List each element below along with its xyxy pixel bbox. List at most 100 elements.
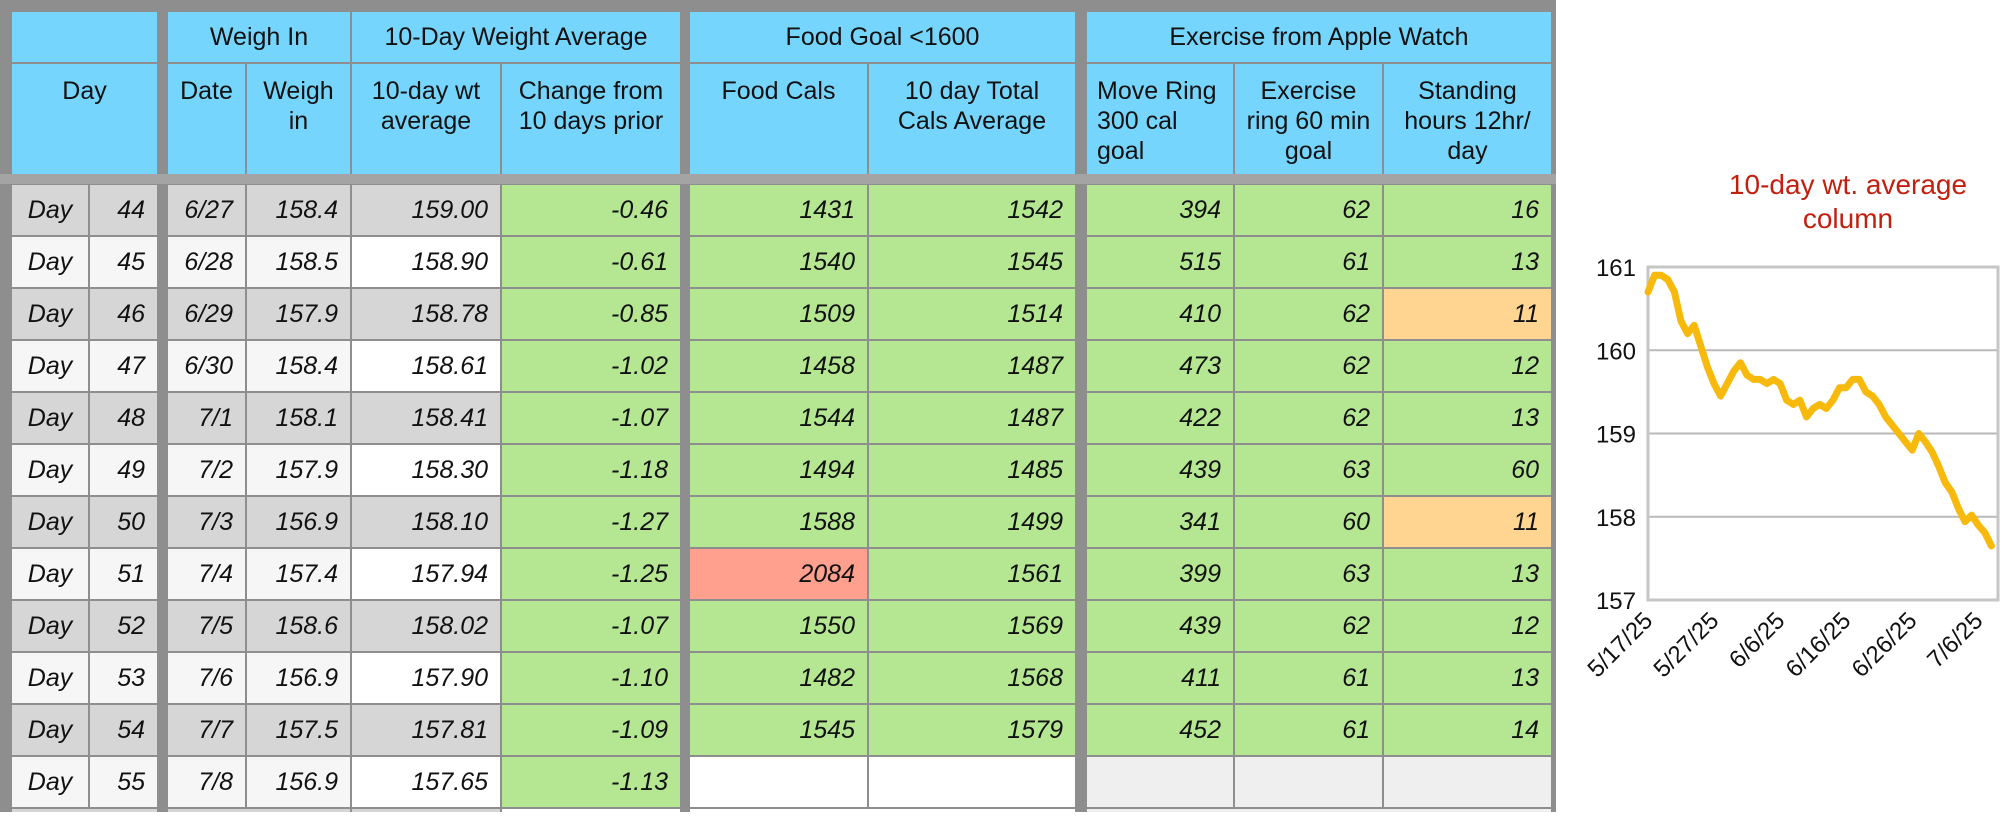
day-number-cell[interactable]: 51 <box>90 549 157 599</box>
weigh-in-cell[interactable]: 158.6 <box>247 601 350 651</box>
exercise-group-header[interactable]: Exercise from Apple Watch <box>1087 12 1551 62</box>
day-label-cell[interactable]: Day <box>12 237 88 287</box>
exercise-ring-cell[interactable]: 63 <box>1235 445 1382 495</box>
change-cell[interactable]: -1.25 <box>502 549 680 599</box>
move-ring-cell[interactable]: 410 <box>1087 289 1233 339</box>
day-label-cell[interactable]: Day <box>12 445 88 495</box>
date-cell[interactable]: 7/6 <box>168 653 245 703</box>
date-cell[interactable]: 6/29 <box>168 289 245 339</box>
change-cell[interactable]: -0.46 <box>502 185 680 235</box>
partial-row-cell[interactable] <box>502 809 680 812</box>
avg-cell[interactable]: 158.61 <box>352 341 500 391</box>
weigh-in-cell[interactable]: 158.4 <box>247 341 350 391</box>
change-cell[interactable]: -1.18 <box>502 445 680 495</box>
change-cell[interactable]: -0.85 <box>502 289 680 339</box>
exercise-ring-cell[interactable]: 61 <box>1235 237 1382 287</box>
food-cals-cell[interactable]: 1431 <box>690 185 867 235</box>
date-cell[interactable]: 7/7 <box>168 705 245 755</box>
weigh-in-cell[interactable]: 158.4 <box>247 185 350 235</box>
date-cell[interactable]: 7/8 <box>168 757 245 807</box>
weigh-in-cell[interactable]: 156.9 <box>247 497 350 547</box>
food-cals-cell[interactable]: 1550 <box>690 601 867 651</box>
change-cell[interactable]: -1.09 <box>502 705 680 755</box>
weigh-in-cell[interactable]: 157.4 <box>247 549 350 599</box>
food-cals-cell[interactable]: 1458 <box>690 341 867 391</box>
total-cals-cell[interactable]: 1487 <box>869 341 1075 391</box>
weigh-in-cell[interactable]: 157.9 <box>247 445 350 495</box>
day-number-cell[interactable]: 53 <box>90 653 157 703</box>
standing-hours-cell[interactable]: 12 <box>1384 601 1551 651</box>
standing-hours-cell[interactable]: 13 <box>1384 237 1551 287</box>
day-group-header[interactable] <box>12 12 157 62</box>
date-cell[interactable]: 7/1 <box>168 393 245 443</box>
standing-hours-cell[interactable] <box>1384 757 1551 807</box>
date-column-header[interactable]: Date <box>168 64 245 174</box>
total-cals-cell[interactable]: 1514 <box>869 289 1075 339</box>
standing-hours-cell[interactable]: 13 <box>1384 393 1551 443</box>
change-cell[interactable]: -0.61 <box>502 237 680 287</box>
total-cals-column-header[interactable]: 10 day Total Cals Average <box>869 64 1075 174</box>
avg-cell[interactable]: 158.90 <box>352 237 500 287</box>
partial-row-cell[interactable] <box>690 809 1075 812</box>
move-ring-cell[interactable]: 422 <box>1087 393 1233 443</box>
day-label-cell[interactable]: Day <box>12 601 88 651</box>
avg-cell[interactable]: 158.10 <box>352 497 500 547</box>
partial-row-cell[interactable] <box>352 809 500 812</box>
day-label-cell[interactable]: Day <box>12 289 88 339</box>
date-cell[interactable]: 7/3 <box>168 497 245 547</box>
day-label-cell[interactable]: Day <box>12 653 88 703</box>
weigh-in-cell[interactable]: 158.5 <box>247 237 350 287</box>
weigh-in-cell[interactable]: 158.1 <box>247 393 350 443</box>
food-cals-cell[interactable]: 2084 <box>690 549 867 599</box>
day-number-cell[interactable]: 46 <box>90 289 157 339</box>
weigh-in-group-header[interactable]: Weigh In <box>168 12 350 62</box>
exercise-ring-cell[interactable]: 62 <box>1235 393 1382 443</box>
avg-cell[interactable]: 158.78 <box>352 289 500 339</box>
weigh-in-cell[interactable]: 157.9 <box>247 289 350 339</box>
exercise-ring-cell[interactable]: 61 <box>1235 653 1382 703</box>
day-number-cell[interactable]: 45 <box>90 237 157 287</box>
avg-cell[interactable]: 158.30 <box>352 445 500 495</box>
day-label-cell[interactable]: Day <box>12 393 88 443</box>
standing-hours-cell[interactable]: 13 <box>1384 549 1551 599</box>
standing-hours-column-header[interactable]: Standing hours 12hr/ day <box>1384 64 1551 174</box>
standing-hours-cell[interactable]: 16 <box>1384 185 1551 235</box>
avg-cell[interactable]: 157.94 <box>352 549 500 599</box>
day-label-cell[interactable]: Day <box>12 549 88 599</box>
total-cals-cell[interactable]: 1487 <box>869 393 1075 443</box>
exercise-ring-cell[interactable] <box>1235 757 1382 807</box>
weigh-in-column-header[interactable]: Weigh in <box>247 64 350 174</box>
day-number-cell[interactable]: 50 <box>90 497 157 547</box>
food-cals-column-header[interactable]: Food Cals <box>690 64 867 174</box>
standing-hours-cell[interactable]: 11 <box>1384 289 1551 339</box>
day-number-cell[interactable]: 49 <box>90 445 157 495</box>
standing-hours-cell[interactable]: 12 <box>1384 341 1551 391</box>
food-cals-cell[interactable]: 1588 <box>690 497 867 547</box>
avg-cell[interactable]: 157.90 <box>352 653 500 703</box>
total-cals-cell[interactable]: 1561 <box>869 549 1075 599</box>
ten-day-avg-group-header[interactable]: 10-Day Weight Average <box>352 12 680 62</box>
move-ring-cell[interactable]: 341 <box>1087 497 1233 547</box>
change-column-header[interactable]: Change from 10 days prior <box>502 64 680 174</box>
move-ring-cell[interactable]: 394 <box>1087 185 1233 235</box>
weigh-in-cell[interactable]: 157.5 <box>247 705 350 755</box>
total-cals-cell[interactable] <box>869 757 1075 807</box>
exercise-ring-cell[interactable]: 62 <box>1235 185 1382 235</box>
partial-row-cell[interactable] <box>12 809 157 812</box>
avg-cell[interactable]: 157.81 <box>352 705 500 755</box>
move-ring-cell[interactable] <box>1087 757 1233 807</box>
standing-hours-cell[interactable]: 13 <box>1384 653 1551 703</box>
food-cals-cell[interactable]: 1509 <box>690 289 867 339</box>
day-label-cell[interactable]: Day <box>12 185 88 235</box>
date-cell[interactable]: 6/28 <box>168 237 245 287</box>
day-number-cell[interactable]: 47 <box>90 341 157 391</box>
total-cals-cell[interactable]: 1485 <box>869 445 1075 495</box>
exercise-ring-cell[interactable]: 62 <box>1235 601 1382 651</box>
partial-row-cell[interactable] <box>1087 809 1551 812</box>
change-cell[interactable]: -1.07 <box>502 601 680 651</box>
date-cell[interactable]: 7/5 <box>168 601 245 651</box>
food-cals-cell[interactable] <box>690 757 867 807</box>
exercise-ring-cell[interactable]: 60 <box>1235 497 1382 547</box>
standing-hours-cell[interactable]: 14 <box>1384 705 1551 755</box>
total-cals-cell[interactable]: 1542 <box>869 185 1075 235</box>
